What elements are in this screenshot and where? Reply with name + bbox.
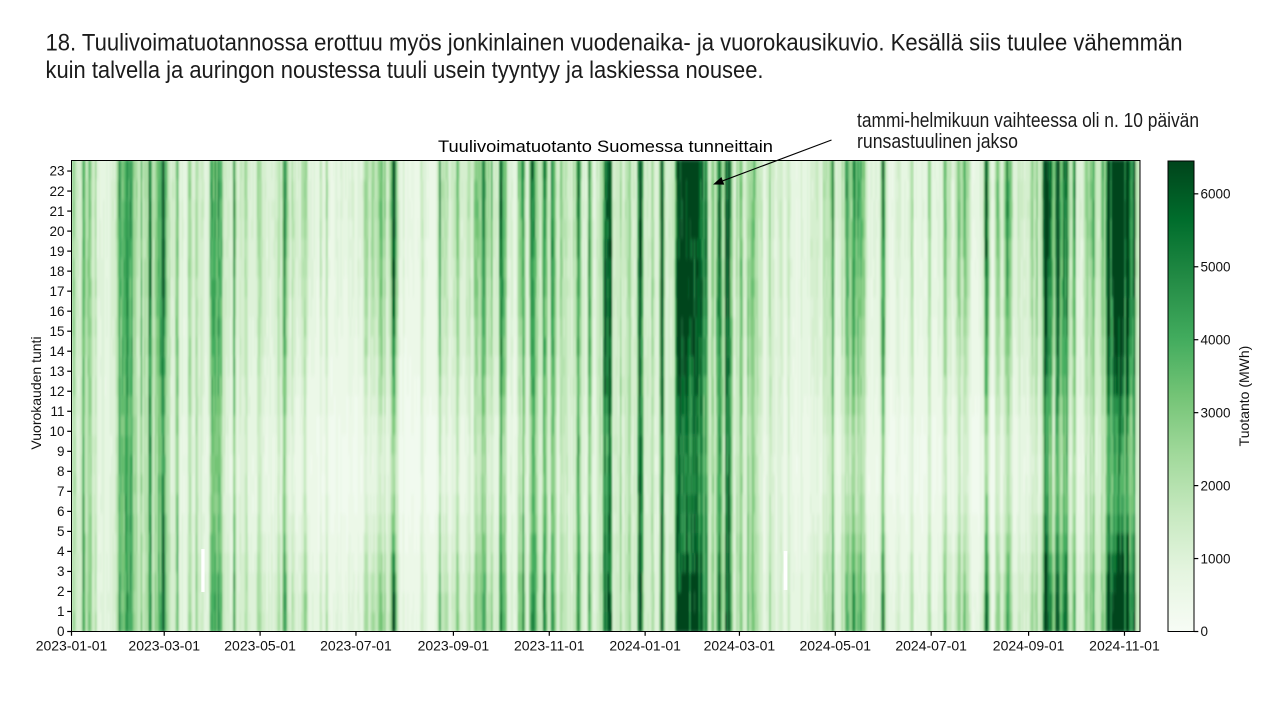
svg-text:7: 7 xyxy=(57,484,65,499)
svg-text:18: 18 xyxy=(49,264,64,279)
svg-text:21: 21 xyxy=(49,204,64,219)
svg-text:2024-03-01: 2024-03-01 xyxy=(704,638,776,654)
svg-text:runsastuulinen jakso: runsastuulinen jakso xyxy=(857,131,1018,153)
svg-text:2023-07-01: 2023-07-01 xyxy=(320,638,392,654)
svg-text:23: 23 xyxy=(49,164,64,179)
svg-text:14: 14 xyxy=(49,344,65,359)
svg-text:0: 0 xyxy=(1201,624,1209,639)
svg-text:2023-11-01: 2023-11-01 xyxy=(514,638,585,654)
svg-text:2: 2 xyxy=(57,584,65,599)
svg-text:2000: 2000 xyxy=(1201,478,1231,493)
svg-text:Tuotanto (MWh): Tuotanto (MWh) xyxy=(1236,346,1252,447)
svg-text:5000: 5000 xyxy=(1201,259,1231,274)
svg-text:18. Tuulivoimatuotannossa erot: 18. Tuulivoimatuotannossa erottuu myös j… xyxy=(46,30,1183,57)
svg-text:3000: 3000 xyxy=(1201,405,1231,420)
svg-text:2024-09-01: 2024-09-01 xyxy=(993,638,1065,654)
svg-text:1: 1 xyxy=(57,604,65,619)
svg-text:2023-01-01: 2023-01-01 xyxy=(36,638,108,654)
svg-text:4000: 4000 xyxy=(1201,332,1231,347)
svg-text:tammi-helmikuun vaihteessa oli: tammi-helmikuun vaihteessa oli n. 10 päi… xyxy=(857,110,1199,132)
svg-text:2023-05-01: 2023-05-01 xyxy=(224,638,296,654)
svg-text:4: 4 xyxy=(57,544,65,559)
svg-text:5: 5 xyxy=(57,524,65,539)
svg-text:9: 9 xyxy=(57,444,65,459)
svg-text:2024-11-01: 2024-11-01 xyxy=(1089,638,1160,654)
svg-text:Tuulivoimatuotanto Suomessa tu: Tuulivoimatuotanto Suomessa tunneittain xyxy=(438,137,773,156)
svg-text:6: 6 xyxy=(57,504,65,519)
svg-text:15: 15 xyxy=(49,324,64,339)
svg-text:Vuorokauden tunti: Vuorokauden tunti xyxy=(28,336,44,449)
svg-text:13: 13 xyxy=(49,364,64,379)
svg-text:20: 20 xyxy=(49,224,64,239)
svg-text:0: 0 xyxy=(57,624,65,639)
svg-text:2024-07-01: 2024-07-01 xyxy=(895,638,967,654)
svg-text:12: 12 xyxy=(49,384,64,399)
svg-text:19: 19 xyxy=(49,244,64,259)
svg-text:1000: 1000 xyxy=(1201,551,1231,566)
svg-text:8: 8 xyxy=(57,464,65,479)
svg-text:17: 17 xyxy=(49,284,64,299)
svg-text:6000: 6000 xyxy=(1201,187,1231,202)
svg-text:2024-05-01: 2024-05-01 xyxy=(799,638,871,654)
svg-text:16: 16 xyxy=(49,304,64,319)
svg-text:2023-03-01: 2023-03-01 xyxy=(128,638,200,654)
svg-text:2023-09-01: 2023-09-01 xyxy=(418,638,490,654)
svg-text:3: 3 xyxy=(57,564,65,579)
svg-text:2024-01-01: 2024-01-01 xyxy=(609,638,681,654)
svg-text:11: 11 xyxy=(50,404,64,419)
svg-text:22: 22 xyxy=(49,184,64,199)
svg-text:kuin talvella ja auringon nous: kuin talvella ja auringon noustessa tuul… xyxy=(46,57,764,84)
svg-text:10: 10 xyxy=(49,424,64,439)
